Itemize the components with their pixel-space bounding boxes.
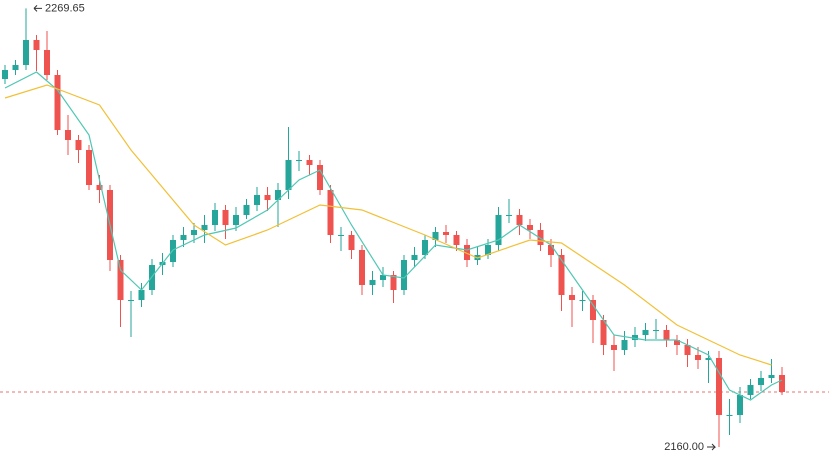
candle-body [632,335,638,340]
candle-body [443,232,449,235]
candle-body [684,345,691,355]
candle-body [75,140,82,150]
candle-body [485,245,491,255]
candle-body [695,355,701,360]
candle-body [54,75,61,130]
candle-body [285,160,292,190]
candle-body [243,205,250,215]
candle-body [170,240,176,262]
candle-body [212,210,218,225]
candle-body [369,280,376,285]
candle-body [33,40,40,50]
candle-body [548,245,554,255]
candle-body [222,210,229,225]
candle-body [306,160,313,165]
candle-body [390,275,397,290]
candle-body [23,40,29,65]
candle-body [663,330,670,340]
candle-body [411,255,418,260]
arrow [33,5,42,12]
candle-body [495,215,502,245]
candle-body [737,395,743,415]
arrow [707,443,717,451]
candle-body [558,255,565,295]
candle-body [621,340,628,350]
candle-body [117,260,124,300]
candle-body [747,385,754,395]
candle-body [453,235,460,245]
candle-body [264,195,271,200]
candle-body [201,225,208,230]
candle-body [65,130,71,140]
candle-body [96,185,103,190]
candle-body [537,230,544,245]
candle-body [642,330,649,335]
candle-body [359,250,365,285]
moving-average [4,84,772,366]
candle-body [432,232,439,240]
candle-body [86,150,92,185]
candle-body [296,160,302,161]
candle-body [380,275,386,280]
candle-body [128,300,134,301]
candle-body [12,65,19,70]
candle-body [44,50,50,75]
candle-body [401,260,407,290]
candle-body [180,235,187,240]
candle-body [768,375,775,378]
candle-body [327,190,334,235]
moving-average [4,71,783,401]
candle-body [600,320,607,345]
candle-body [516,215,523,225]
high-label: 2269.65 [45,2,85,14]
candle-body [779,375,785,392]
candle-body [726,415,733,416]
candle-body [422,240,428,255]
candle-body [527,225,533,230]
candle-body [254,195,260,205]
candle-body [348,235,355,250]
candle-body [590,300,596,320]
candle-body [579,300,586,301]
low-label: 2160.00 [664,441,704,453]
candle-body [716,358,722,415]
candle-body [611,345,617,350]
candle-body [317,165,323,190]
candle-body [138,290,145,300]
candle-body [233,215,239,225]
candle-body [275,190,281,200]
candle-body [338,235,344,236]
candle-body [506,215,512,216]
candle-body [758,378,764,385]
candle-body [464,245,470,260]
candle-body [653,330,659,331]
candle-body [191,230,197,235]
candle-body [569,295,575,300]
candle-body [705,358,712,360]
candle-body [2,70,8,79]
candle-body [674,340,680,345]
